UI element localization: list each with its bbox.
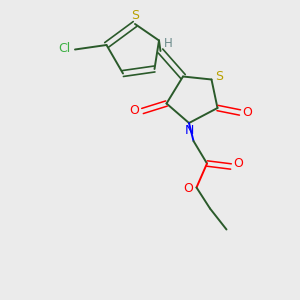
Text: S: S: [132, 9, 140, 22]
Text: N: N: [184, 124, 194, 137]
Text: O: O: [243, 106, 252, 119]
Text: H: H: [164, 37, 172, 50]
Text: O: O: [130, 104, 139, 118]
Text: O: O: [234, 157, 243, 170]
Text: Cl: Cl: [58, 41, 70, 55]
Text: S: S: [216, 70, 224, 83]
Text: O: O: [183, 182, 193, 196]
